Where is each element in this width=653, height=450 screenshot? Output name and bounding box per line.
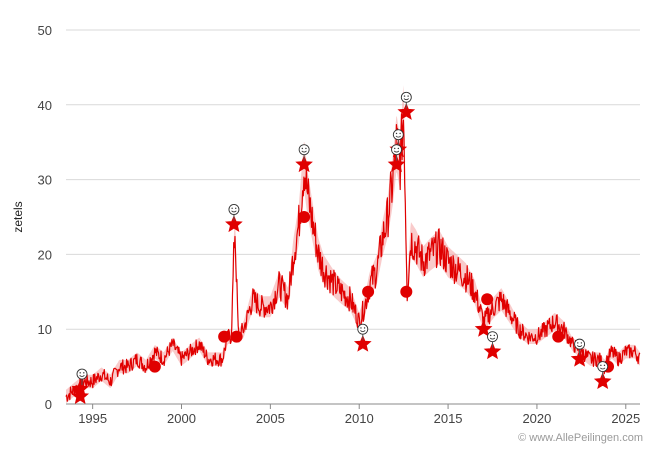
smiley-eye <box>394 147 396 150</box>
event-star-marker <box>225 215 243 233</box>
smiley-mouth <box>231 210 237 213</box>
smiley-face-icon <box>400 91 412 109</box>
y-tick-label: 50 <box>38 23 52 38</box>
x-tick-label: 1995 <box>78 411 107 426</box>
smiley-eye <box>493 334 496 337</box>
smiley-eye <box>577 342 579 344</box>
event-star-marker <box>295 155 313 173</box>
smiley-face-icon <box>357 323 369 341</box>
smiley-mouth <box>395 135 401 138</box>
y-tick-label: 0 <box>45 397 52 412</box>
x-tick-label: 2015 <box>434 411 463 426</box>
smiley-outline <box>392 129 404 141</box>
smiley-face-icon <box>597 361 609 378</box>
event-dot-marker <box>362 285 375 298</box>
smiley-mouth <box>403 98 409 101</box>
event-star-marker <box>353 334 372 352</box>
event-dot-marker <box>400 285 413 298</box>
x-tick-label: 2005 <box>256 411 285 426</box>
watermark: © www.AllePeilingen.com <box>518 432 643 444</box>
x-tick-label: 2025 <box>611 411 640 426</box>
smiley-eye <box>407 95 409 97</box>
smiley-outline <box>487 331 498 343</box>
event-dot-marker <box>298 211 311 223</box>
smiley-eye <box>79 372 81 374</box>
smiley-outline <box>228 204 240 215</box>
y-tick-label: 10 <box>38 322 52 337</box>
event-star-marker <box>397 102 416 120</box>
smiley-face-icon <box>487 331 498 348</box>
smiley-mouth <box>393 150 400 153</box>
smiley-eye <box>399 132 401 135</box>
smiley-outline <box>357 323 369 335</box>
smiley-face-icon <box>391 144 402 161</box>
series-line <box>65 113 641 402</box>
event-star-marker <box>71 387 90 405</box>
smiley-outline <box>574 338 586 350</box>
smiley-eye <box>490 334 492 337</box>
smiley-face-icon <box>76 368 88 386</box>
line-layer <box>65 113 641 402</box>
smiley-face-icon <box>298 144 310 161</box>
event-dot-marker <box>148 360 161 373</box>
smiley-eye <box>403 95 406 97</box>
smiley-face-icon <box>228 204 240 221</box>
smiley-mouth <box>600 367 606 370</box>
smiley-eye <box>83 372 85 374</box>
x-tick-label: 2020 <box>522 411 551 426</box>
event-star-marker <box>593 372 612 390</box>
event-dot-marker <box>552 330 565 343</box>
smiley-eye <box>603 364 606 367</box>
smiley-eye <box>397 147 400 150</box>
smiley-mouth <box>576 345 583 347</box>
event-star-marker <box>387 155 406 173</box>
axis-layer: 0 10 20 30 40 50 1995 2000 2005 2010 2015 2020 2025 z… <box>11 23 640 426</box>
smiley-outline <box>76 368 88 380</box>
smiley-outline <box>597 361 609 373</box>
y-tick-label: 30 <box>38 173 52 188</box>
y-tick-label: 40 <box>38 98 52 113</box>
smiley-eye <box>360 327 362 329</box>
smiley-eye <box>395 132 398 135</box>
x-tick-label: 2000 <box>167 411 196 426</box>
smiley-eye <box>580 342 583 344</box>
event-dot-marker <box>481 293 494 306</box>
y-tick-label: 20 <box>38 247 52 262</box>
marker-layer <box>71 91 615 405</box>
smiley-eye <box>305 147 307 150</box>
event-dot-marker <box>230 330 243 343</box>
event-star-marker <box>474 319 493 337</box>
smiley-eye <box>363 327 366 329</box>
smiley-eye <box>231 207 233 209</box>
smiley-outline <box>400 91 412 103</box>
smiley-mouth <box>489 337 496 340</box>
smiley-eye <box>301 147 304 150</box>
y-axis-label: zetels <box>11 201 25 232</box>
smiley-face-icon <box>392 129 404 146</box>
smiley-mouth <box>301 150 307 153</box>
smiley-mouth <box>360 330 366 333</box>
smiley-mouth <box>79 375 85 377</box>
smiley-outline <box>298 144 310 156</box>
grid-layer <box>66 29 640 405</box>
x-tick-label: 2010 <box>345 411 374 426</box>
smiley-eye <box>235 207 237 209</box>
smiley-face-icon <box>574 338 586 356</box>
smiley-eye <box>600 364 602 367</box>
event-star-marker <box>483 342 502 360</box>
event-dot-marker <box>218 330 231 343</box>
smiley-outline <box>391 144 402 156</box>
event-star-marker <box>570 349 589 367</box>
